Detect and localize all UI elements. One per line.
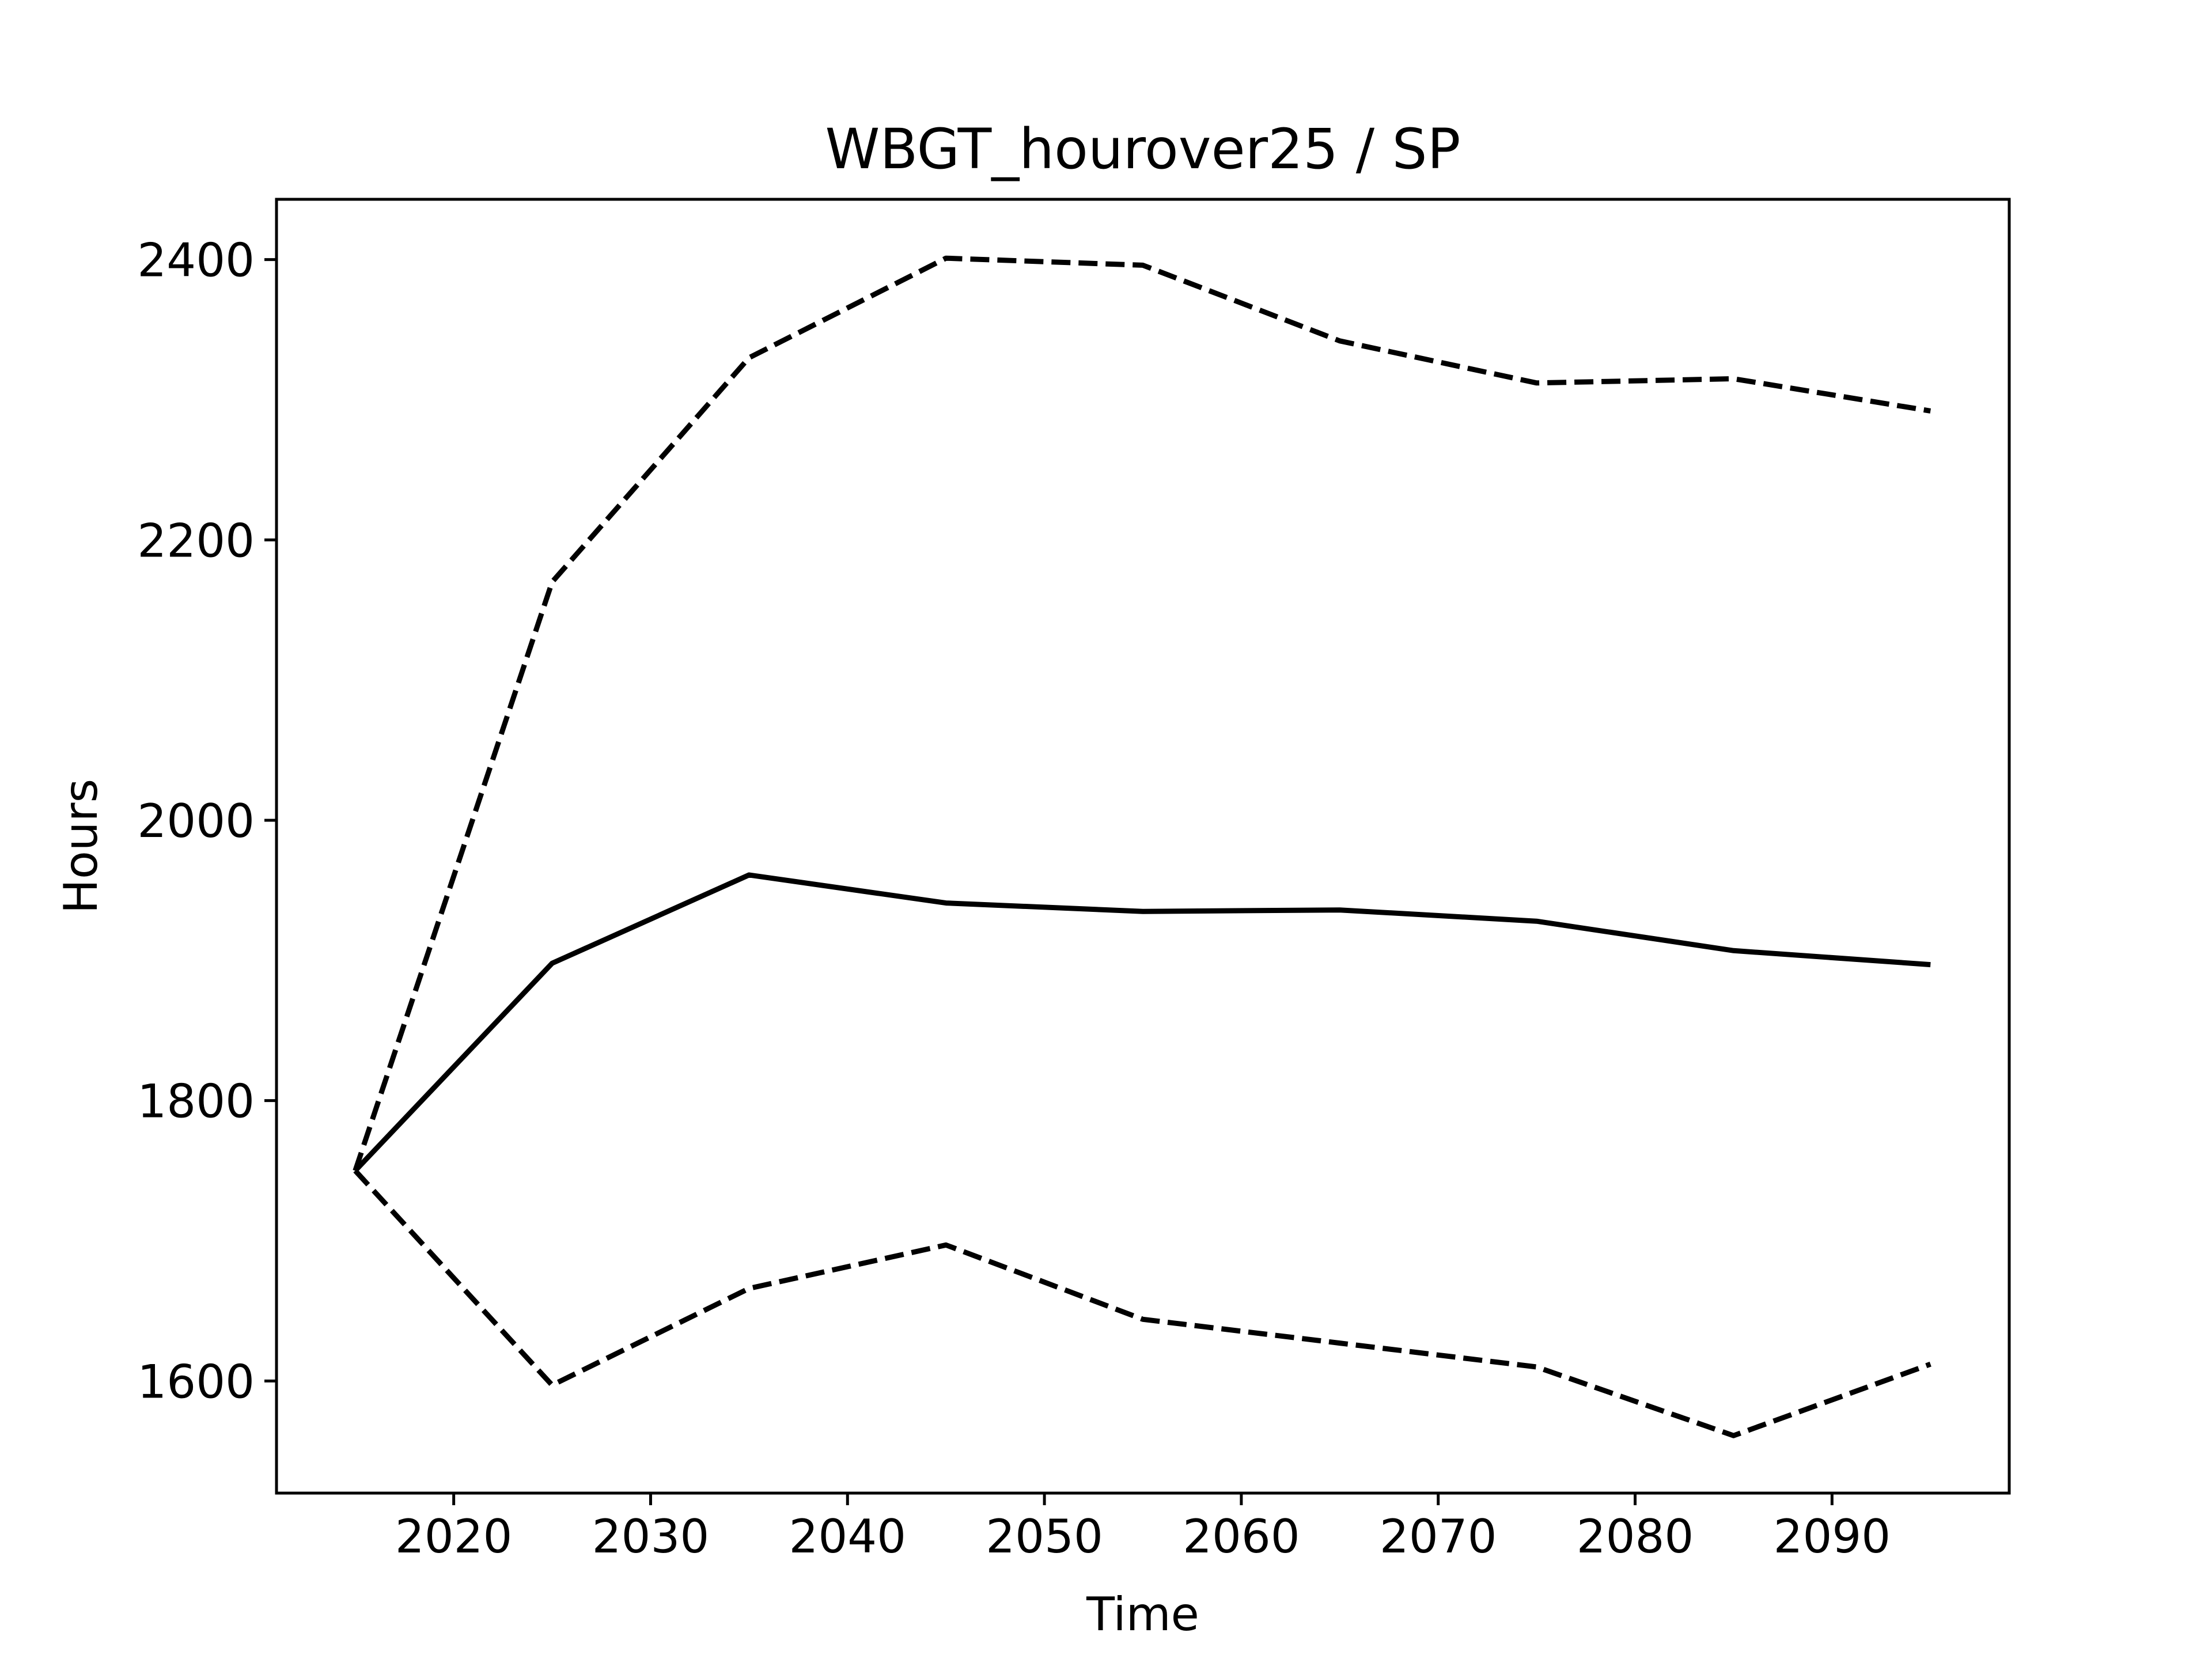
series-line-1 <box>353 872 1931 1173</box>
y-tick-label: 2400 <box>137 234 255 287</box>
x-tick-label: 2020 <box>395 1510 513 1563</box>
y-tick-label: 1800 <box>137 1075 255 1128</box>
x-tick-label: 2070 <box>1380 1510 1497 1563</box>
x-tick-label: 2080 <box>1577 1510 1694 1563</box>
chart-title: WBGT_hourover25 / SP <box>825 117 1461 181</box>
y-axis-label: Hours <box>54 779 108 914</box>
x-tick-label: 2060 <box>1183 1510 1300 1563</box>
x-tick-label: 2040 <box>789 1510 906 1563</box>
plot-frame <box>275 198 2011 1495</box>
x-axis: 2020 2030 2040 2050 2060 2070 2080 2090 <box>395 1493 1891 1563</box>
series-line-2 <box>353 255 1931 1172</box>
y-axis: 1600 1800 2000 2200 2400 <box>137 234 276 1408</box>
y-tick-label: 2000 <box>137 794 255 848</box>
series-layer <box>353 255 1931 1438</box>
x-tick-label: 2090 <box>1774 1510 1891 1563</box>
x-axis-label: Time <box>1086 1588 1199 1641</box>
y-tick-label: 2200 <box>137 514 255 567</box>
y-tick-label: 1600 <box>137 1355 255 1408</box>
x-tick-label: 2050 <box>986 1510 1103 1563</box>
series-line-3 <box>353 1169 1931 1438</box>
x-tick-label: 2030 <box>592 1510 710 1563</box>
